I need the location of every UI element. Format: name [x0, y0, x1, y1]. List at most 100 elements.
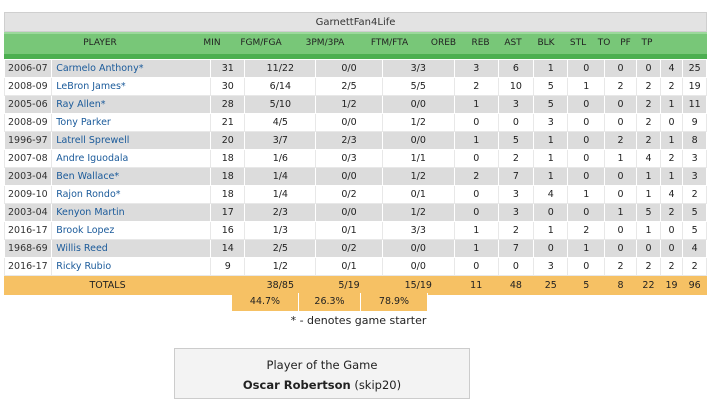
totals-cell: 15/19 — [381, 275, 455, 295]
stat-cell: 3/3 — [381, 221, 455, 240]
player-link[interactable]: Ben Wallace* — [51, 167, 212, 186]
stat-cell: 0/1 — [315, 221, 383, 240]
table-row: 2008-09 Tony Parker 21 4/5 0/0 1/2 0 0 3 0 0 2 0 9 — [3, 113, 707, 132]
player-link[interactable]: Kenyon Martin — [51, 203, 212, 222]
stat-cell: 0 — [567, 149, 605, 168]
green-divider — [4, 54, 707, 59]
player-link[interactable]: Ricky Rubio — [51, 257, 212, 276]
stat-cell: 0 — [453, 149, 499, 168]
stat-cell: 1 — [533, 59, 569, 78]
season-cell: 2007-08 — [3, 149, 53, 168]
stat-cell: 14 — [210, 239, 246, 258]
totals-cell: 38/85 — [244, 275, 317, 295]
column-header-player[interactable]: PLAYER — [83, 38, 117, 48]
stat-cell: 0 — [567, 113, 605, 132]
column-header-reb[interactable]: REB — [471, 38, 490, 48]
stat-cell: 0 — [453, 113, 499, 132]
season-cell: 2006-07 — [3, 59, 53, 78]
stat-cell: 2 — [603, 131, 638, 150]
stat-cell: 0 — [603, 185, 638, 204]
player-link[interactable]: Tony Parker — [51, 113, 212, 132]
stat-cell: 0 — [603, 221, 638, 240]
stat-cell: 0 — [567, 167, 605, 186]
potg-line: Oscar Robertson (skip20) — [175, 377, 469, 393]
stat-cell: 2/5 — [315, 77, 383, 96]
stat-cell: 18 — [210, 149, 246, 168]
totals-label: TOTALS — [3, 275, 212, 295]
stat-cell: 9 — [210, 257, 246, 276]
stat-cell: 1 — [636, 167, 661, 186]
stat-cell: 7 — [497, 167, 535, 186]
stat-cell: 1 — [659, 167, 684, 186]
stat-cell: 2/3 — [244, 203, 317, 222]
stat-cell: 1/4 — [244, 185, 317, 204]
column-header-min[interactable]: MIN — [203, 38, 221, 48]
player-link[interactable]: LeBron James* — [51, 77, 212, 96]
stat-cell: 3 — [682, 167, 707, 186]
stat-cell: 0 — [567, 257, 605, 276]
stat-cell: 1 — [636, 185, 661, 204]
table-row: 1968-69 Willis Reed 14 2/5 0/2 0/0 1 7 0 1 0 0 0 4 — [3, 239, 707, 258]
totals-cell: 19 — [659, 275, 684, 295]
stat-cell: 0 — [603, 113, 638, 132]
stat-cell: 2 — [497, 221, 535, 240]
stat-cell: 21 — [210, 113, 246, 132]
stat-cell: 8 — [682, 131, 707, 150]
player-link[interactable]: Ray Allen* — [51, 95, 212, 114]
stat-cell: 5 — [533, 95, 569, 114]
stat-cell: 3 — [497, 95, 535, 114]
column-header-to[interactable]: TO — [597, 38, 611, 48]
stat-cell: 1/1 — [381, 149, 455, 168]
totals-cell: 22 — [636, 275, 661, 295]
stat-cell: 0 — [636, 239, 661, 258]
stat-cell: 4 — [533, 185, 569, 204]
stat-cell: 1 — [567, 185, 605, 204]
stat-cell: 0/0 — [381, 131, 455, 150]
potg-username: (skip20) — [354, 378, 402, 392]
stat-cell: 2 — [636, 257, 661, 276]
stat-cell: 2/5 — [244, 239, 317, 258]
column-header-pf[interactable]: PF — [620, 38, 631, 48]
stat-cell: 4/5 — [244, 113, 317, 132]
column-header-ast[interactable]: AST — [504, 38, 522, 48]
table-row: 2007-08 Andre Iguodala 18 1/6 0/3 1/1 0 2 1 0 1 4 2 3 — [3, 149, 707, 168]
stat-cell: 0 — [453, 257, 499, 276]
column-header-blk[interactable]: BLK — [537, 38, 555, 48]
column-header-oreb[interactable]: OREB — [430, 38, 457, 48]
player-link[interactable]: Andre Iguodala — [51, 149, 212, 168]
stat-cell: 2 — [603, 77, 638, 96]
column-header-3pm-3pa[interactable]: 3PM/3PA — [305, 38, 345, 48]
stat-cell: 1/2 — [315, 95, 383, 114]
stat-cell: 0/0 — [315, 113, 383, 132]
table-row: 2003-04 Ben Wallace* 18 1/4 0/0 1/2 2 7 1 0 0 1 1 3 — [3, 167, 707, 186]
season-cell: 1968-69 — [3, 239, 53, 258]
player-link[interactable]: Willis Reed — [51, 239, 212, 258]
table-row: 2006-07 Carmelo Anthony* 31 11/22 0/0 3/3 3 6 1 0… — [3, 59, 707, 78]
column-header-tp[interactable]: TP — [641, 38, 653, 48]
player-link[interactable]: Latrell Sprewell — [51, 131, 212, 150]
totals-cell — [210, 275, 246, 295]
stat-cell: 1/2 — [381, 113, 455, 132]
stat-cell: 1 — [533, 131, 569, 150]
stat-cell: 2 — [659, 257, 684, 276]
percentages-row: 44.7% 26.3% 78.9% — [232, 293, 428, 311]
totals-cell: 11 — [453, 275, 499, 295]
column-header-stl[interactable]: STL — [569, 38, 587, 48]
stat-cell: 1 — [453, 239, 499, 258]
stat-cell: 0/0 — [381, 257, 455, 276]
player-link[interactable]: Carmelo Anthony* — [51, 59, 212, 78]
stat-cell: 2 — [636, 113, 661, 132]
stat-cell: 1 — [567, 239, 605, 258]
column-header-fgm-fga[interactable]: FGM/FGA — [240, 38, 282, 48]
potg-player-name: Oscar Robertson — [242, 378, 351, 392]
stat-cell: 4 — [659, 185, 684, 204]
stat-cell: 1 — [453, 221, 499, 240]
stat-cell: 2 — [497, 149, 535, 168]
box-score: GarnettFan4Life PLAYER MIN FGM/FGA 3PM/3PA F… — [3, 12, 707, 295]
stat-cell: 0 — [603, 59, 638, 78]
totals-cell: 5/19 — [315, 275, 383, 295]
column-header-ftm-fta[interactable]: FTM/FTA — [370, 38, 409, 48]
stat-cell: 3 — [682, 149, 707, 168]
player-link[interactable]: Brook Lopez — [51, 221, 212, 240]
player-link[interactable]: Rajon Rondo* — [51, 185, 212, 204]
